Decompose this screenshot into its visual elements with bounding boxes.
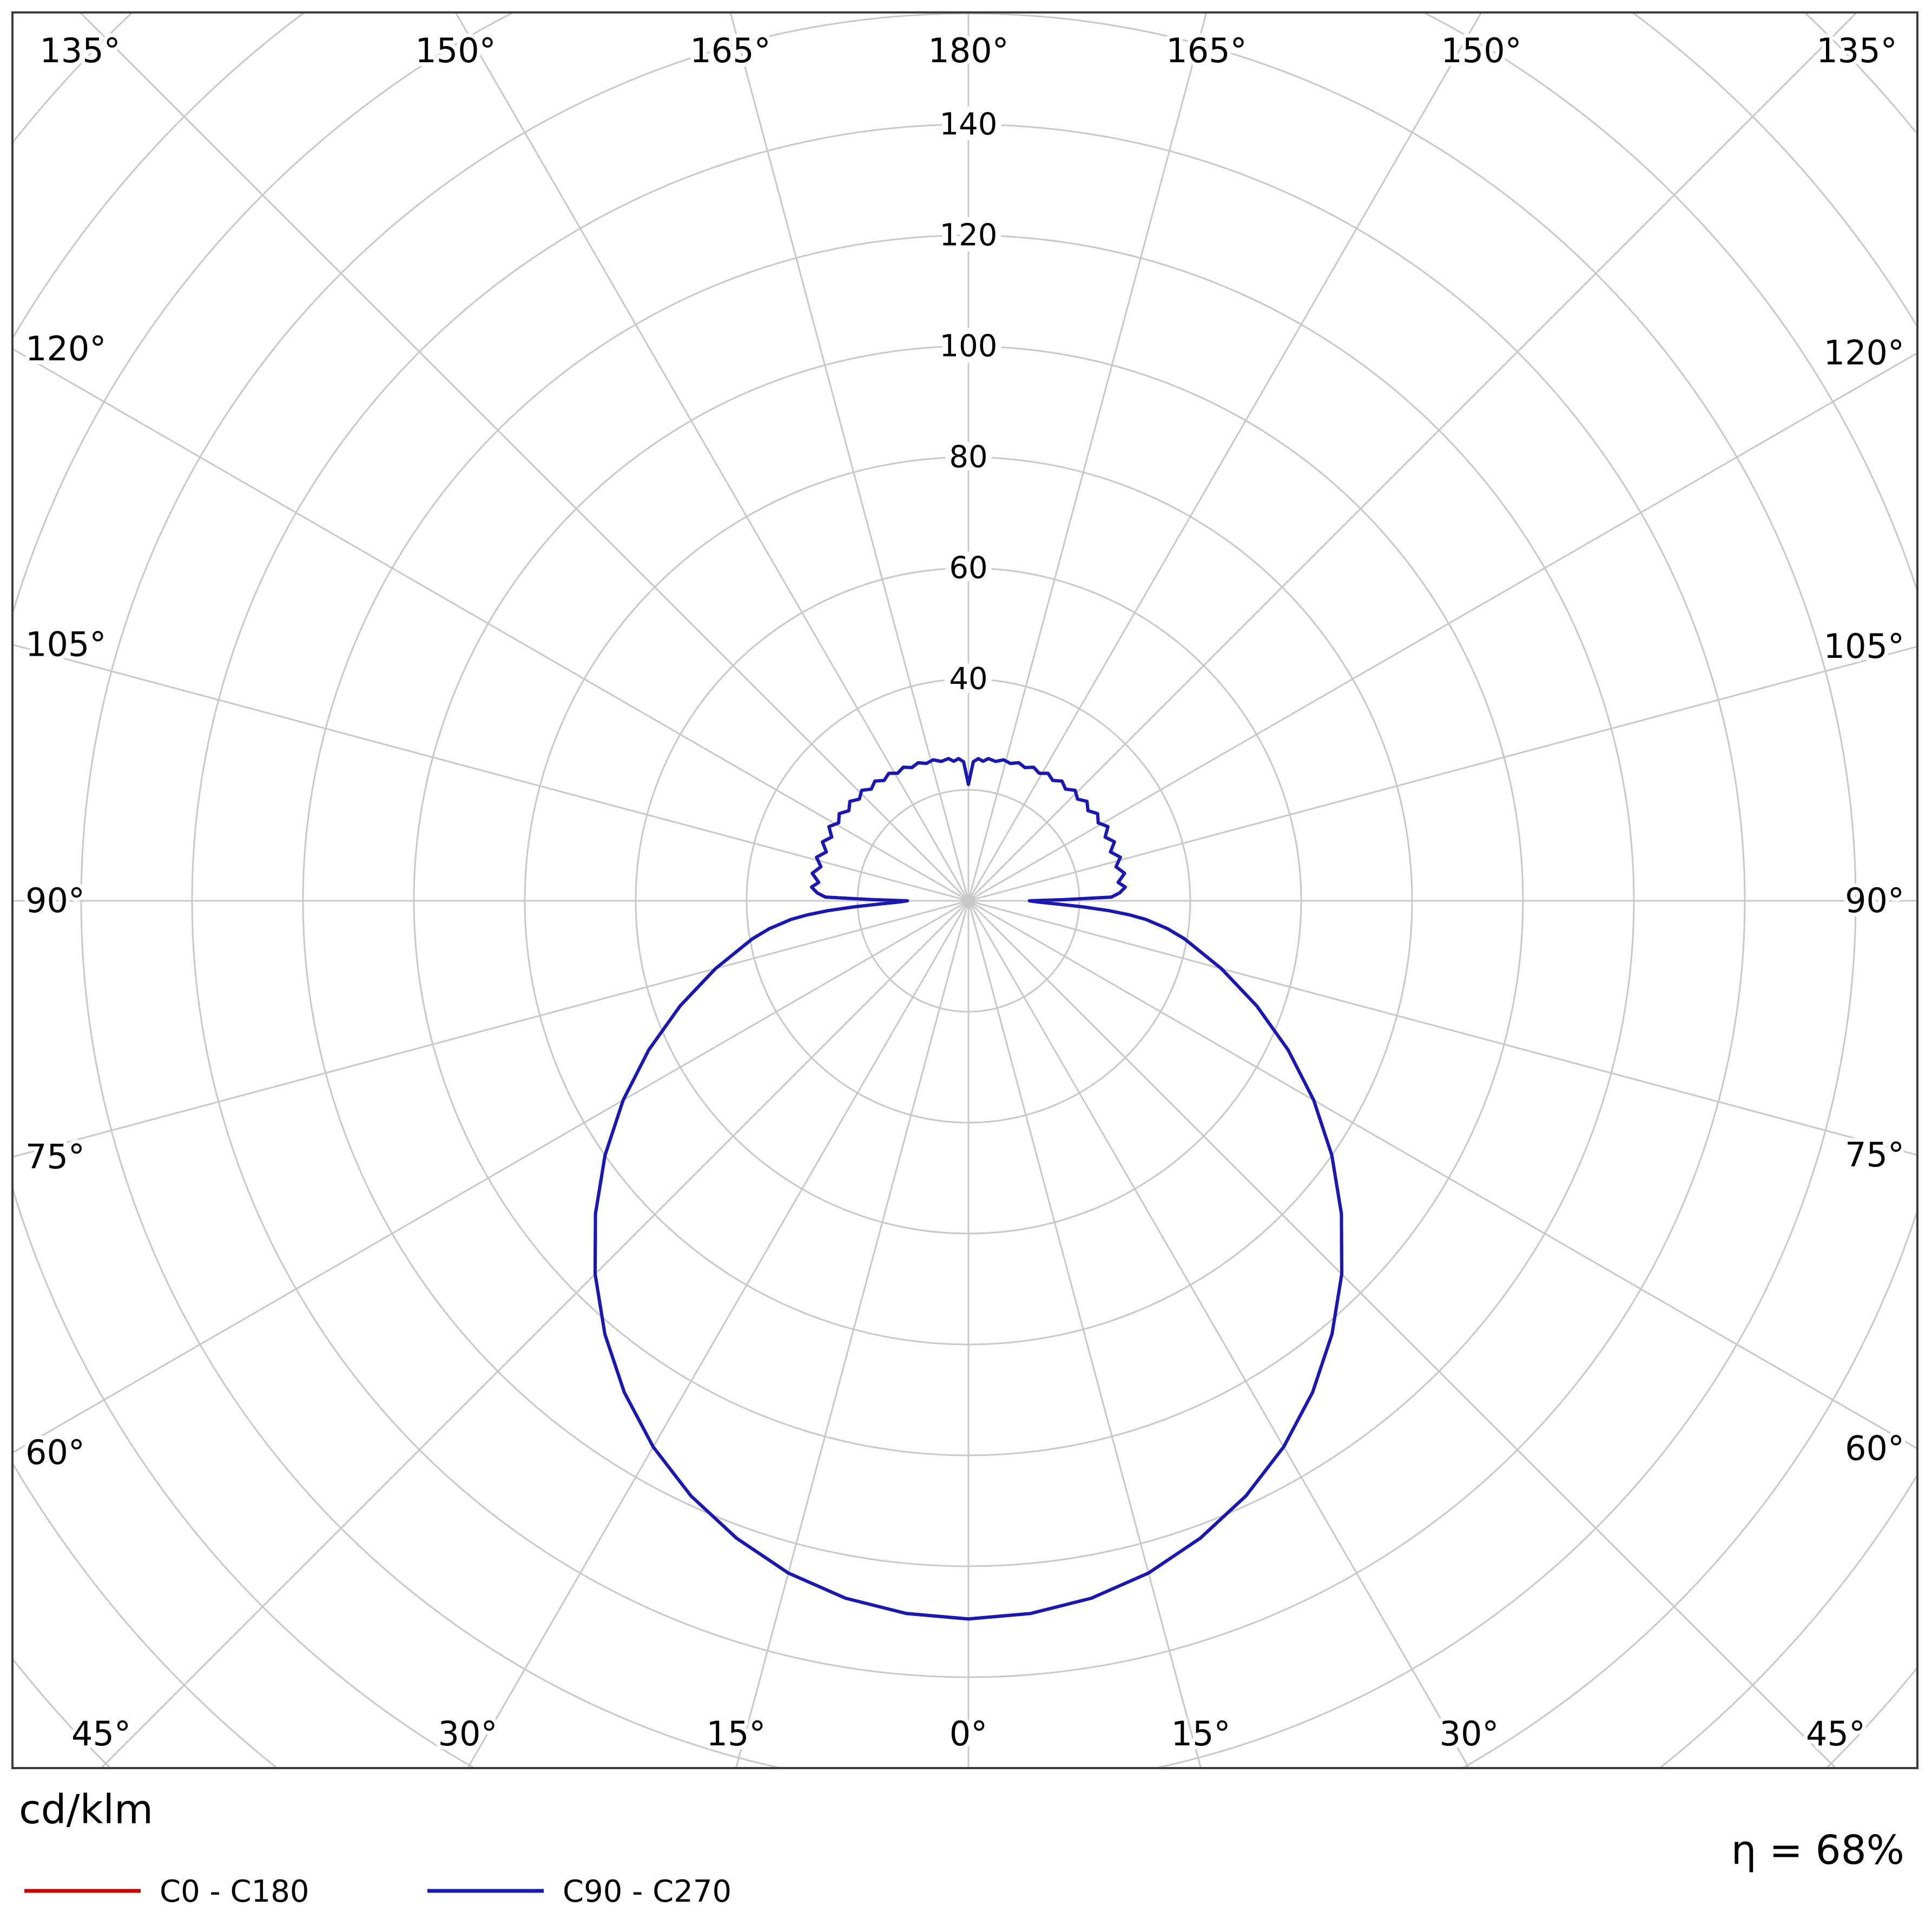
angle-label: 0° [949, 1714, 987, 1753]
angle-label: 45° [1806, 1714, 1865, 1753]
angle-label: 150° [415, 31, 496, 70]
grid-spoke [78, 12, 970, 902]
series-curves [594, 757, 1343, 1621]
angle-label: 120° [25, 329, 106, 368]
angle-label: 105° [1824, 627, 1904, 666]
angle-label: 60° [25, 1433, 85, 1472]
efficiency-label: η = 68% [1731, 1827, 1904, 1874]
grid-spoke [968, 352, 1917, 902]
grid-spoke [12, 643, 969, 902]
angle-label: 15° [1171, 1714, 1231, 1753]
angle-label: 165° [690, 31, 770, 70]
ring-label: 100 [940, 329, 998, 364]
angle-label: 180° [928, 31, 1008, 70]
grid-spoke [729, 12, 970, 901]
angle-label: 15° [707, 1714, 766, 1753]
legend-label-c0-c180: C0 - C180 [160, 1874, 309, 1909]
angle-label: 75° [25, 1137, 85, 1176]
ring-label: 120 [940, 218, 998, 253]
angle-label: 45° [71, 1714, 131, 1753]
grid-spoke [967, 12, 1208, 901]
grid-spoke [735, 900, 970, 1768]
grid-spoke [967, 12, 1858, 902]
angle-label: 30° [1440, 1714, 1499, 1753]
ring-label: 140 [940, 107, 998, 142]
ring-label: 60 [949, 551, 987, 586]
grid-spoke [967, 900, 1471, 1768]
grid-spoke [466, 900, 970, 1768]
ring-label: 40 [949, 662, 987, 697]
units-label: cd/klm [19, 1786, 153, 1833]
grid-spoke [967, 12, 1482, 901]
grid-spoke [968, 900, 1917, 1450]
grid-spoke [12, 900, 969, 1454]
grid-spoke [12, 348, 969, 902]
angle-label: 135° [1816, 31, 1897, 70]
plot-border [11, 11, 1918, 1769]
angle-label: 165° [1166, 31, 1247, 70]
grid-spoke [967, 900, 1202, 1768]
grid-spoke [12, 900, 969, 1158]
legend: C0 - C180 C90 - C270 [24, 1874, 731, 1909]
angle-label: 60° [1845, 1429, 1904, 1468]
angle-label: 150° [1441, 31, 1521, 70]
angle-label: 135° [39, 31, 120, 70]
grid-spoke [968, 900, 1917, 1156]
angle-label: 105° [25, 625, 106, 664]
grid-spoke [968, 645, 1917, 902]
axis-labels: 40 60 80 100 120 140 0° 15° 15° 30° 30° 45° 45° 60° 60… [22, 27, 1908, 1757]
grid-spoke [454, 12, 970, 901]
grid-spoke [967, 900, 1837, 1768]
angle-label: 30° [438, 1714, 498, 1753]
angle-label: 90° [25, 881, 85, 920]
angle-label: 90° [1845, 881, 1904, 920]
legend-label-c90-c270: C90 - C270 [563, 1874, 731, 1909]
grid-spoke [100, 900, 970, 1768]
angle-label: 120° [1824, 333, 1904, 372]
series-curve-c90-c270 [594, 757, 1343, 1621]
angle-label: 75° [1845, 1135, 1904, 1175]
ring-label: 80 [949, 440, 987, 475]
